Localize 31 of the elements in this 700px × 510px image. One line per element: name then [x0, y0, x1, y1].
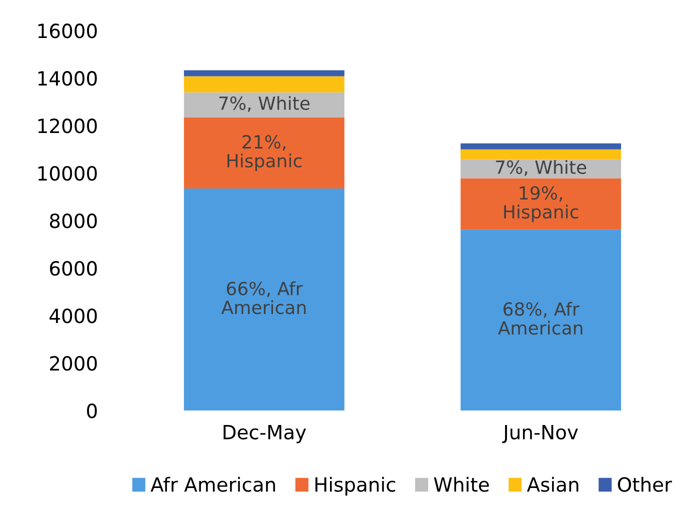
x-tick-label: Dec-May: [224, 425, 306, 444]
legend-label: Afr American: [150, 476, 275, 492]
bar: [184, 70, 344, 76]
bar: [460, 149, 622, 160]
bar: [460, 230, 622, 411]
bar: [184, 117, 344, 189]
bar: [460, 143, 622, 150]
annotation: 68%, Afr American: [498, 302, 582, 335]
bar: [184, 188, 344, 411]
annotation: 19%, Hispanic: [504, 186, 578, 222]
y-tick-label: 16000: [38, 24, 97, 38]
y-tick-label: 0: [87, 404, 97, 418]
bar: [460, 178, 622, 230]
bar: [184, 92, 344, 118]
y-tick-label: 10000: [38, 166, 97, 181]
annotation: 7%, White: [219, 96, 310, 112]
x-tick-label: Jun-Nov: [502, 425, 578, 444]
y-tick-label: 12000: [38, 118, 97, 134]
annotation: 21%, Hispanic: [227, 135, 302, 172]
legend-label: Hispanic: [315, 476, 396, 496]
legend-label: Other: [618, 476, 672, 492]
legend-label: White: [434, 476, 489, 492]
annotation: 66%, Afr American: [221, 281, 306, 314]
y-tick-label: 6000: [50, 261, 97, 276]
annotation: 7%, White: [496, 160, 586, 176]
legend-label: Asian: [526, 476, 578, 492]
y-tick-label: 4000: [50, 308, 97, 324]
y-tick-label: 8000: [50, 214, 97, 228]
y-tick-label: 2000: [50, 356, 97, 371]
y-tick-label: 14000: [38, 71, 97, 86]
bar: [184, 76, 344, 92]
